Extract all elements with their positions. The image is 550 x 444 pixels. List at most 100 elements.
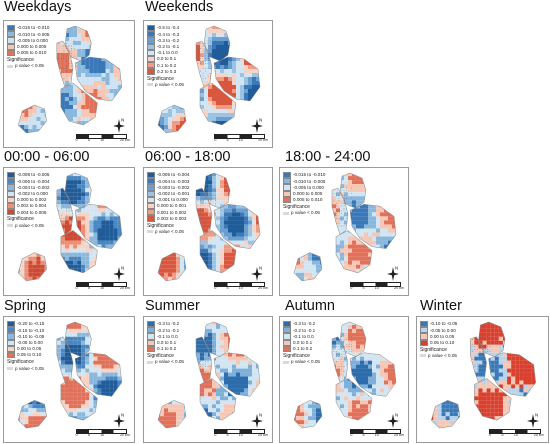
north-arrow-icon: N	[251, 413, 263, 428]
legend-swatch	[283, 190, 291, 197]
borough-outline	[60, 82, 98, 126]
scale-bar-segments	[350, 282, 402, 287]
north-arrow-icon: N	[251, 266, 263, 281]
legend-label: -0.15 to -0.10	[17, 327, 45, 333]
scale-label: 20 km	[119, 138, 130, 142]
legend-label: -0.05 to 0.00	[17, 339, 43, 345]
map-panel-autumn: -0.3 to -0.2 -0.2 to -0.1 -0.1 to 0.0 0.0 t…	[279, 316, 409, 443]
scale-bar-segments	[214, 134, 266, 139]
map-panel-0600-1800: -0.005 to -0.004 -0.004 to -0.003 -0.003 t…	[143, 167, 273, 296]
scale-bar-segments	[75, 134, 127, 139]
legend-label: 0.005 to 0.010	[17, 50, 47, 56]
scale-label: 0	[214, 286, 217, 290]
legend-label: -0.3 to -0.2	[293, 321, 316, 327]
north-arrow-icon: N	[113, 266, 125, 281]
scale-label: 5	[87, 433, 90, 437]
legend-item: 0.0 to 0.1	[147, 339, 184, 346]
scale-label: 20 km	[394, 433, 404, 437]
map-legend: -0.015 to -0.010 -0.010 to -0.005 -0.005 t…	[283, 172, 325, 216]
legend-label: 0.004 to 0.006	[17, 209, 47, 215]
legend-item: 0.001 to 0.002	[147, 209, 189, 216]
borough-outline	[64, 25, 92, 62]
legend-label: 0.05 to 0.10	[17, 352, 42, 358]
scale-label: 10	[374, 286, 379, 290]
legend-label: -0.005 to -0.004	[157, 172, 190, 178]
legend-swatch	[420, 333, 428, 340]
legend-item: 0.002 to 0.003	[147, 215, 189, 222]
borough-outline	[74, 56, 123, 102]
borough-outline	[157, 104, 187, 134]
map-legend: -0.015 to -0.010 -0.010 to -0.005 -0.005 t…	[7, 25, 49, 69]
significance-label: p value < 0.05	[291, 359, 320, 365]
choropleth-map	[17, 172, 123, 282]
legend-label: -0.006 to -0.004	[17, 178, 50, 184]
significance-label: p value < 0.05	[428, 353, 457, 359]
legend-label: 0.1 to 0.2	[157, 346, 177, 352]
legend-swatch	[7, 37, 15, 44]
legend-swatch	[147, 178, 155, 185]
legend-swatch	[7, 321, 15, 328]
borough-outline	[17, 104, 47, 134]
legend-label: 0.005 to 0.010	[293, 197, 323, 203]
map-legend: -0.20 to -0.15 -0.15 to -0.10 -0.10 to -0.…	[7, 321, 44, 371]
map-legend: -0.008 to -0.006 -0.006 to -0.004 -0.004 t…	[7, 172, 49, 228]
borough-outline	[293, 400, 323, 429]
legend-item: -0.005 to 0.000	[283, 184, 325, 191]
legend-swatch	[7, 345, 15, 352]
legend-swatch	[147, 215, 155, 222]
legend-item: 0.000 to 0.001	[147, 202, 189, 210]
scale-label: 0	[75, 433, 78, 437]
legend-item: 0.05 to 0.10	[7, 351, 44, 359]
map-legend: -0.3 to -0.2 -0.2 to -0.1 -0.1 to 0.0 0.0 t…	[283, 321, 320, 365]
legend-item: -0.003 to -0.002	[147, 184, 189, 191]
scale-bar: 0 5 10 20 km	[214, 134, 268, 144]
title-summer: Summer	[145, 298, 200, 314]
borough-outline	[213, 204, 261, 249]
choropleth-map	[157, 321, 261, 429]
legend-item: 0.000 to 0.002	[7, 196, 49, 203]
scale-label: 20 km	[258, 286, 268, 290]
significance-item: p value < 0.05	[147, 229, 189, 234]
significance-swatch	[7, 64, 13, 68]
significance-swatch	[147, 230, 153, 234]
north-arrow-icon: N	[113, 413, 125, 428]
legend-swatch	[283, 339, 291, 346]
legend-label: 0.00 to 0.05	[17, 346, 42, 352]
legend-item: 0.05 to 0.10	[420, 339, 457, 346]
significance-swatch	[420, 354, 426, 358]
legend-label: -0.3 to -0.2	[157, 321, 180, 327]
significance-item: p value < 0.05	[147, 359, 184, 364]
borough-outline	[74, 204, 123, 249]
legend-item: -0.2 to -0.1	[147, 327, 184, 334]
borough-outline	[474, 378, 512, 421]
scale-label: 10	[100, 138, 105, 142]
borough-outline	[335, 378, 373, 421]
legend-item: -0.008 to -0.006	[7, 172, 49, 179]
legend-swatch	[283, 345, 291, 352]
title-weekdays: Weekdays	[4, 0, 72, 15]
map-legend: -0.005 to -0.004 -0.004 to -0.003 -0.003 t…	[147, 172, 189, 234]
borough-outline	[157, 400, 187, 429]
legend-swatch	[147, 209, 155, 216]
borough-outline	[203, 321, 231, 357]
significance-item: p value < 0.05	[420, 353, 457, 358]
scale-label: 10	[238, 433, 243, 437]
significance-title: Significance	[283, 203, 310, 210]
legend-swatch	[283, 333, 291, 340]
scale-bar: 0 5 10 20 km	[75, 282, 130, 292]
legend-label: -0.004 to -0.002	[17, 184, 50, 190]
scale-bar-segments	[214, 429, 266, 434]
scale-label: 20 km	[119, 286, 130, 290]
legend-item: -0.001 to 0.000	[147, 196, 189, 203]
legend-item: 0.005 to 0.010	[7, 49, 49, 56]
legend-swatch	[420, 339, 428, 346]
scale-label: 0	[214, 433, 217, 437]
choropleth-map	[157, 25, 261, 134]
legend-swatch	[7, 25, 15, 32]
borough-outline	[293, 252, 323, 282]
scale-label: 0	[214, 138, 217, 142]
borough-outline	[60, 378, 98, 421]
map-panel-weekends: -0.5 to -0.4 -0.4 to -0.3 -0.3 to -0.2 -0.2…	[143, 20, 273, 148]
borough-outline	[339, 321, 367, 357]
borough-outline	[56, 187, 74, 235]
